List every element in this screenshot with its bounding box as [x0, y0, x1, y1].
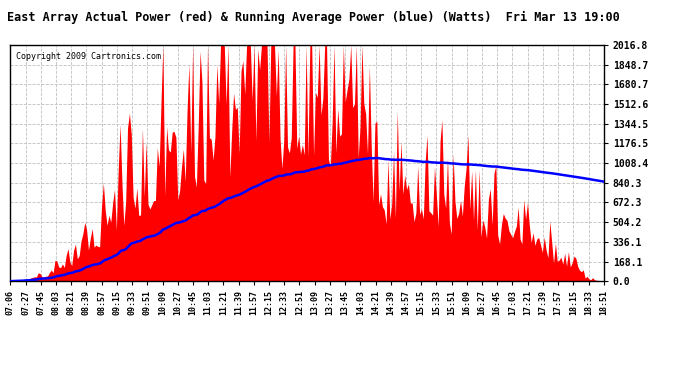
Text: East Array Actual Power (red) & Running Average Power (blue) (Watts)  Fri Mar 13: East Array Actual Power (red) & Running … — [7, 11, 620, 24]
Text: Copyright 2009 Cartronics.com: Copyright 2009 Cartronics.com — [17, 52, 161, 61]
